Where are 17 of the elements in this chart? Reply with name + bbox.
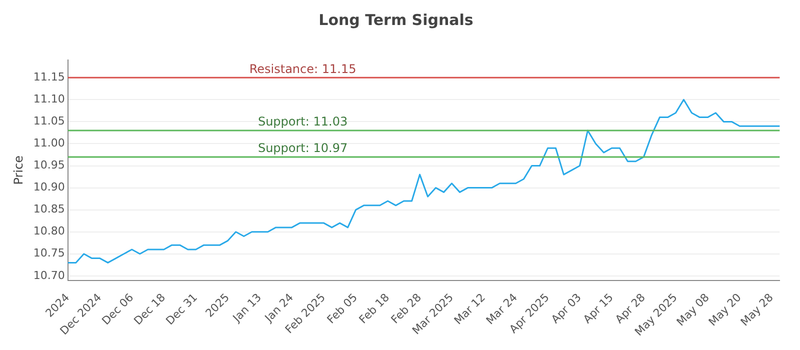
y-axis-title: Price bbox=[11, 156, 26, 185]
y-tick-label: 10.90 bbox=[33, 180, 65, 194]
y-tick-label: 10.75 bbox=[33, 246, 65, 260]
y-tick-label: 11.00 bbox=[33, 136, 65, 150]
y-tick-label: 10.85 bbox=[33, 202, 65, 216]
x-tick-label: Jan 13 bbox=[230, 290, 264, 326]
y-tick-label: 10.80 bbox=[33, 224, 65, 238]
ref-line-label: Support: 11.03 bbox=[258, 114, 348, 129]
x-tick-label: Dec 31 bbox=[163, 290, 200, 328]
y-tick-label: 10.70 bbox=[33, 268, 65, 282]
y-tick-label: 11.05 bbox=[33, 114, 65, 128]
y-tick-label: 11.10 bbox=[33, 92, 65, 106]
y-tick-label: 10.95 bbox=[33, 158, 65, 172]
chart-title: Long Term Signals bbox=[318, 10, 474, 29]
y-tick-label: 11.15 bbox=[33, 70, 65, 84]
ref-line-label: Resistance: 11.15 bbox=[249, 62, 356, 76]
ref-line-label: Support: 10.97 bbox=[258, 141, 348, 156]
